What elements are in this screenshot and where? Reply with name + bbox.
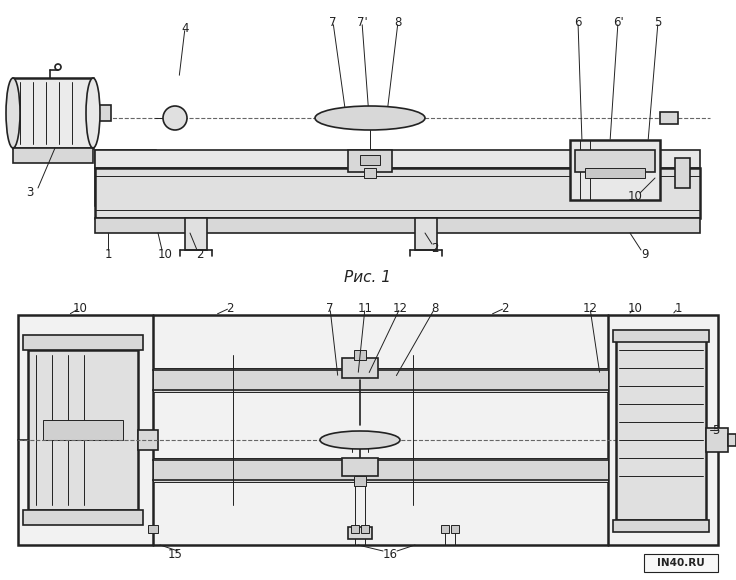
Bar xyxy=(644,554,718,572)
Bar xyxy=(13,78,93,148)
Bar xyxy=(348,150,392,172)
Bar xyxy=(23,510,143,525)
Bar xyxy=(660,112,678,124)
Bar xyxy=(354,476,366,486)
Text: 10: 10 xyxy=(73,302,88,314)
Text: 4: 4 xyxy=(181,21,188,34)
Text: 7: 7 xyxy=(326,302,333,314)
Bar xyxy=(95,218,700,233)
Text: 10: 10 xyxy=(158,248,172,260)
Text: 6: 6 xyxy=(574,16,581,28)
Bar xyxy=(354,350,366,360)
Text: 2: 2 xyxy=(226,302,234,314)
Bar xyxy=(728,434,736,446)
Text: 15: 15 xyxy=(168,549,183,561)
Bar xyxy=(613,520,709,532)
Text: 8: 8 xyxy=(394,16,402,28)
Bar xyxy=(348,527,372,539)
Bar xyxy=(342,458,378,476)
Bar xyxy=(95,168,700,218)
Text: 6': 6' xyxy=(612,16,623,28)
Text: 2: 2 xyxy=(501,302,509,314)
Text: 1: 1 xyxy=(105,248,112,260)
Bar xyxy=(451,525,459,533)
Bar xyxy=(675,158,690,188)
Bar xyxy=(441,525,449,533)
Bar xyxy=(43,420,123,440)
Bar xyxy=(148,525,158,533)
Bar xyxy=(185,218,207,250)
Bar xyxy=(360,155,380,165)
Bar xyxy=(153,458,608,482)
Bar xyxy=(95,150,155,205)
Text: 11: 11 xyxy=(358,302,372,314)
Bar xyxy=(95,150,700,168)
Ellipse shape xyxy=(86,78,100,148)
Text: 8: 8 xyxy=(431,302,439,314)
Bar xyxy=(351,525,359,533)
Bar xyxy=(23,335,143,350)
Bar xyxy=(18,315,718,545)
Text: 2: 2 xyxy=(431,241,439,255)
Bar xyxy=(415,218,437,250)
Text: 12: 12 xyxy=(582,302,598,314)
Bar xyxy=(585,168,645,178)
Text: 10: 10 xyxy=(628,190,643,202)
Text: 5: 5 xyxy=(712,423,720,437)
Bar xyxy=(616,340,706,520)
Bar xyxy=(706,428,728,452)
Text: 3: 3 xyxy=(26,186,34,198)
Text: 2: 2 xyxy=(197,248,204,260)
Ellipse shape xyxy=(320,431,400,449)
Bar xyxy=(138,430,158,450)
Bar xyxy=(575,150,655,172)
Text: 1: 1 xyxy=(674,302,682,314)
Text: 7': 7' xyxy=(357,16,367,28)
Text: 10: 10 xyxy=(628,302,643,314)
Bar xyxy=(28,350,138,510)
Bar xyxy=(364,168,376,178)
Bar xyxy=(570,140,660,200)
Bar xyxy=(361,525,369,533)
Ellipse shape xyxy=(315,106,425,130)
Bar xyxy=(342,358,378,378)
Text: Рис. 1: Рис. 1 xyxy=(344,270,392,285)
Bar xyxy=(93,105,111,121)
Text: 5: 5 xyxy=(654,16,662,28)
Bar xyxy=(613,330,709,342)
Text: 7: 7 xyxy=(329,16,337,28)
Bar xyxy=(13,148,93,163)
Text: 12: 12 xyxy=(392,302,408,314)
Ellipse shape xyxy=(6,78,20,148)
Ellipse shape xyxy=(163,106,187,130)
Text: 16: 16 xyxy=(383,549,397,561)
Bar xyxy=(153,368,608,392)
Text: IN40.RU: IN40.RU xyxy=(657,558,705,568)
Text: 9: 9 xyxy=(641,248,648,260)
